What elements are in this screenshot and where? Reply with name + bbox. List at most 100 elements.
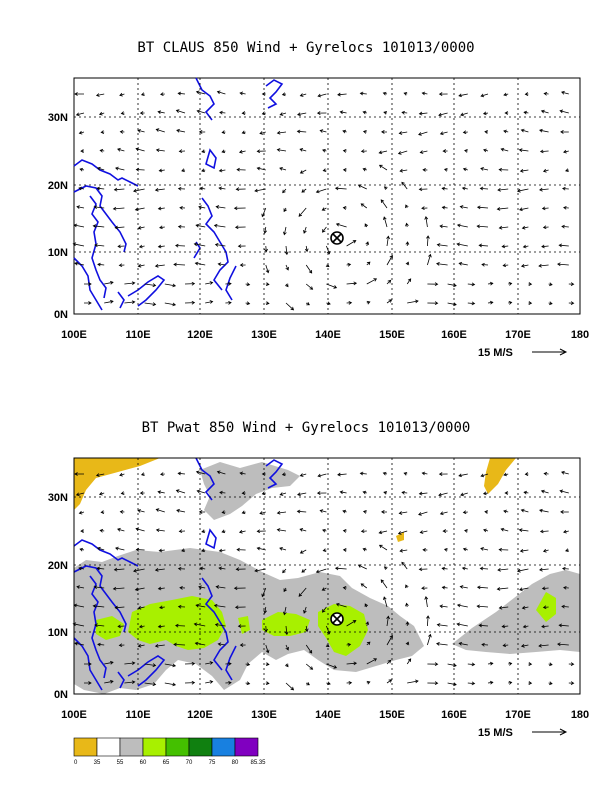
- wind-vector-arrow: [565, 548, 569, 552]
- wind-vector-arrow: [119, 509, 125, 514]
- wind-vector-arrow: [397, 530, 408, 535]
- wind-vector-arrow: [97, 642, 105, 647]
- wind-vector-arrow: [383, 111, 388, 115]
- wind-vector-arrow: [256, 166, 266, 171]
- wind-vector-arrow: [315, 568, 327, 574]
- wind-vector-arrow: [421, 206, 428, 211]
- wind-vector-arrow: [279, 547, 287, 551]
- wind-vector-arrow: [539, 529, 549, 534]
- wind-vector-arrow: [184, 281, 196, 286]
- wind-vector-arrow: [213, 223, 226, 228]
- wind-vector-arrow: [403, 92, 408, 96]
- wind-vector-arrow: [305, 663, 314, 670]
- wind-vector-arrow: [75, 112, 85, 117]
- wind-vector-arrow: [234, 605, 246, 610]
- panel-1-lat-label: 20N: [48, 180, 68, 192]
- wind-vector-arrow: [334, 566, 347, 571]
- wind-vector-arrow: [366, 680, 371, 685]
- wind-vector-arrow: [418, 131, 428, 136]
- wind-vector-arrow: [282, 188, 287, 194]
- wind-vector-arrow: [421, 91, 428, 96]
- wind-vector-arrow: [504, 111, 509, 115]
- wind-vector-arrow: [480, 473, 489, 478]
- wind-vector-arrow: [144, 302, 157, 307]
- wind-vector-arrow: [276, 130, 287, 135]
- wind-vector-arrow: [559, 109, 569, 114]
- wind-vector-arrow: [439, 511, 448, 516]
- wind-vector-arrow: [441, 585, 448, 590]
- panel-2-lon-label: 120E: [187, 709, 213, 721]
- wind-vector-arrow: [263, 226, 268, 234]
- wind-vector-arrow: [112, 206, 125, 211]
- gyre-location-marker: [330, 231, 344, 245]
- wind-vector-arrow: [522, 624, 529, 629]
- wind-vector-arrow: [154, 567, 165, 572]
- wind-vector-arrow: [383, 596, 388, 608]
- wind-vector-arrow: [335, 602, 347, 608]
- wind-vector-arrow: [245, 662, 251, 667]
- wind-vector-arrow: [96, 186, 105, 191]
- wind-vector-arrow: [442, 529, 448, 533]
- wind-vector-arrow: [296, 129, 307, 134]
- wind-vector-arrow: [508, 680, 513, 685]
- wind-vector-arrow: [119, 129, 125, 134]
- wind-vector-arrow: [164, 682, 177, 687]
- wind-vector-arrow: [518, 148, 529, 153]
- wind-vector-arrow: [480, 167, 489, 171]
- wind-vector-arrow: [539, 128, 549, 133]
- wind-vector-arrow: [263, 606, 268, 614]
- wind-vector-arrow: [381, 130, 388, 134]
- wind-vector-arrow: [299, 93, 307, 97]
- wind-vector-arrow: [405, 584, 409, 589]
- wind-vector-arrow: [563, 149, 569, 154]
- wind-vector-arrow: [467, 301, 476, 306]
- wind-vector-arrow: [265, 264, 270, 274]
- wind-vector-arrow: [427, 681, 439, 686]
- wind-vector-arrow: [427, 253, 432, 266]
- wind-vector-arrow: [460, 112, 468, 117]
- wind-vector-arrow: [276, 528, 287, 532]
- panel-2-lon-label: 140E: [315, 709, 341, 721]
- wind-vector-arrow: [305, 302, 310, 306]
- wind-vector-arrow: [406, 658, 412, 665]
- wind-vector-arrow: [516, 568, 529, 573]
- wind-vector-arrow: [221, 130, 226, 134]
- wind-vector-arrow: [346, 642, 352, 647]
- wind-vector-arrow: [205, 300, 214, 304]
- wind-vector-arrow: [541, 624, 549, 629]
- wind-vector-arrow: [386, 254, 393, 266]
- wind-vector-arrow: [225, 680, 232, 685]
- wind-vector-arrow: [436, 623, 448, 627]
- wind-vector-arrow: [137, 129, 145, 133]
- wind-vector-arrow: [76, 585, 85, 589]
- colorbar-label: 55: [117, 760, 124, 766]
- wind-vector-arrow: [405, 621, 410, 627]
- wind-vector-arrow: [362, 167, 367, 172]
- wind-vector-arrow: [421, 471, 428, 476]
- wind-vector-arrow: [179, 205, 186, 210]
- wind-vector-arrow: [201, 149, 206, 154]
- wind-vector-arrow: [541, 206, 549, 211]
- wind-vector-arrow: [139, 111, 145, 115]
- gyre-location-marker: [330, 612, 344, 626]
- wind-vector-arrow: [326, 301, 331, 306]
- wind-vector-arrow: [418, 567, 428, 572]
- wind-vector-arrow: [114, 225, 125, 230]
- wind-vector-arrow: [342, 548, 347, 552]
- wind-vector-arrow: [218, 548, 226, 553]
- wind-vector-arrow: [519, 207, 529, 212]
- wind-vector-arrow: [386, 615, 390, 627]
- wind-vector-arrow: [558, 623, 569, 628]
- wind-vector-arrow: [285, 644, 289, 651]
- wind-vector-arrow: [74, 261, 85, 266]
- wind-vector-arrow: [541, 586, 549, 591]
- wind-vector-arrow: [542, 548, 549, 553]
- wind-vector-arrow: [538, 643, 549, 648]
- wind-vector-arrow: [219, 110, 226, 115]
- wind-vector-arrow: [301, 568, 307, 573]
- colorbar-label: 35: [94, 760, 101, 766]
- wind-vector-arrow: [456, 622, 468, 627]
- wind-vector-arrow: [124, 300, 136, 305]
- wind-vector-arrow: [154, 643, 165, 648]
- wind-vector-arrow: [405, 222, 409, 228]
